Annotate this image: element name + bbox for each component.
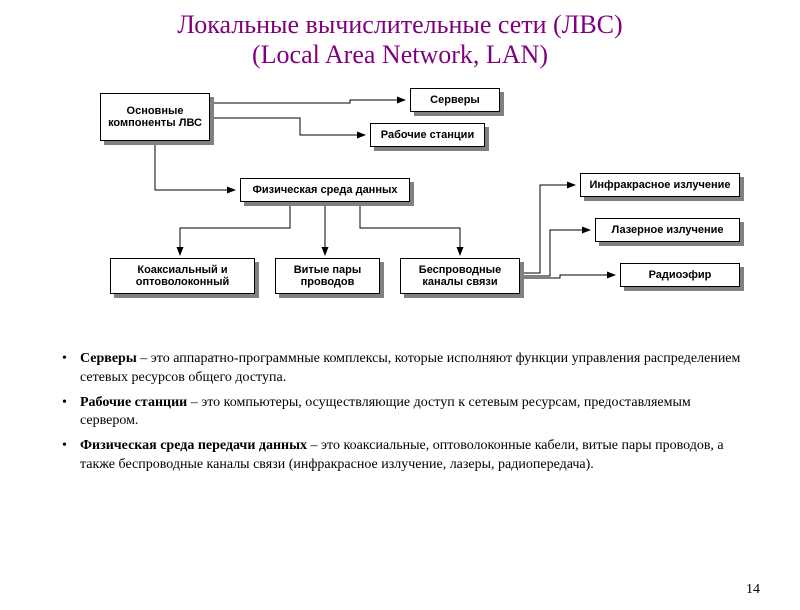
bullet-list: Серверы – это аппаратно-программные комп… [60, 350, 750, 475]
edge-root-phys [155, 144, 235, 190]
title-line2: (Local Area Network, LAN) [252, 40, 548, 69]
edge-wireless-ir [523, 185, 575, 273]
bullet-term: Серверы [80, 351, 137, 366]
node-twist: Витые пары проводов [275, 258, 380, 294]
node-servers: Серверы [410, 88, 500, 112]
node-root: Основные компоненты ЛВС [100, 93, 210, 141]
node-wireless: Беспроводные каналы связи [400, 258, 520, 294]
node-radio: Радиоэфир [620, 263, 740, 287]
edge-root-ws [210, 118, 365, 135]
bullet-item: Физическая среда передачи данных – это к… [60, 437, 750, 475]
edge-wireless-radio [523, 275, 615, 278]
bullet-term: Рабочие станции [80, 395, 187, 410]
edge-phys-coax [180, 205, 290, 255]
node-phys: Физическая среда данных [240, 178, 410, 202]
node-laser: Лазерное излучение [595, 218, 740, 242]
definitions-list: Серверы – это аппаратно-программные комп… [60, 350, 750, 475]
bullet-item: Серверы – это аппаратно-программные комп… [60, 350, 750, 388]
bullet-term: Физическая среда передачи данных [80, 438, 307, 453]
title-line1: Локальные вычислительные сети (ЛВС) [177, 10, 622, 39]
bullet-text: – это аппаратно-программные комплексы, к… [80, 351, 740, 385]
node-ir: Инфракрасное излучение [580, 173, 740, 197]
slide-title: Локальные вычислительные сети (ЛВС) (Loc… [40, 10, 760, 70]
page-number: 14 [746, 582, 760, 598]
bullet-item: Рабочие станции – это компьютеры, осущес… [60, 394, 750, 432]
edge-wireless-laser [523, 230, 590, 276]
lan-diagram: Основные компоненты ЛВС Серверы Рабочие ст… [40, 78, 760, 338]
edge-phys-wireless [360, 205, 460, 255]
edge-root-servers [210, 100, 405, 103]
node-coax: Коаксиальный и оптоволоконный [110, 258, 255, 294]
node-ws: Рабочие станции [370, 123, 485, 147]
